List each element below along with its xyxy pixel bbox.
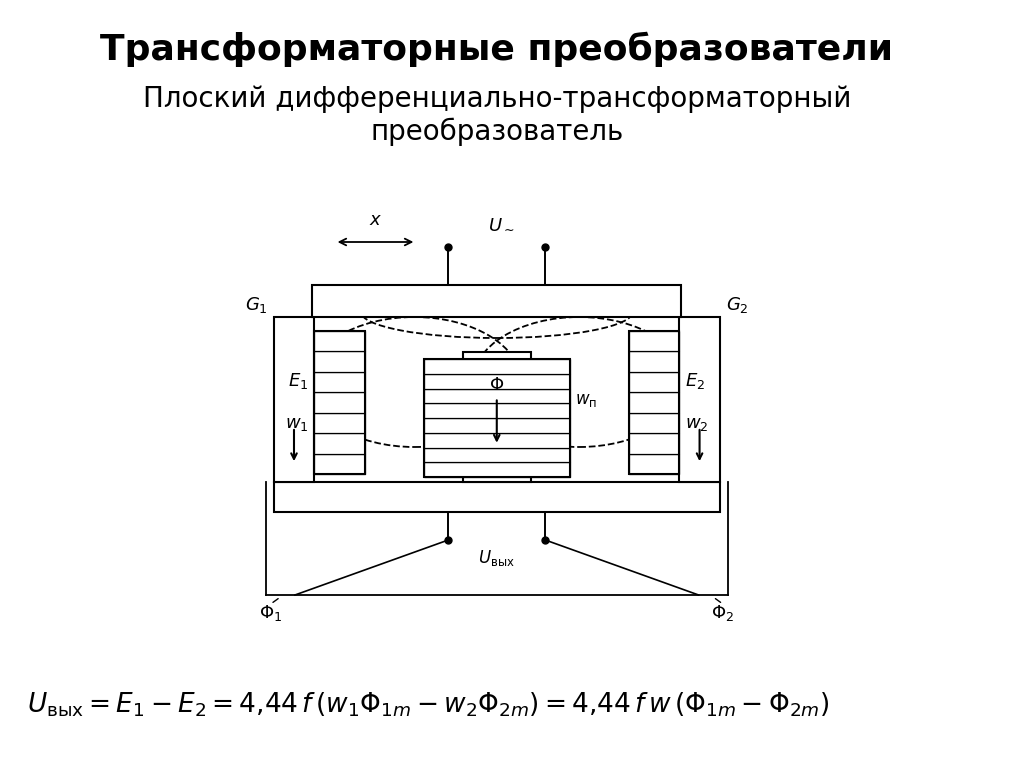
- Bar: [314, 331, 365, 474]
- Bar: [629, 331, 679, 351]
- Text: Трансформаторные преобразователи: Трансформаторные преобразователи: [100, 31, 893, 67]
- Text: $G_2$: $G_2$: [726, 295, 749, 315]
- Text: $\Phi_1$: $\Phi_1$: [259, 603, 283, 623]
- Bar: [629, 372, 679, 392]
- Bar: [424, 418, 569, 433]
- Bar: [424, 463, 569, 477]
- Bar: [679, 317, 720, 482]
- Bar: [463, 352, 530, 482]
- Bar: [314, 331, 365, 351]
- Bar: [629, 351, 679, 372]
- Bar: [629, 392, 679, 413]
- Text: $w_{\mathrm{п}}$: $w_{\mathrm{п}}$: [575, 391, 597, 410]
- Text: $x$: $x$: [369, 211, 382, 229]
- Bar: [273, 317, 314, 482]
- Text: $E_1$: $E_1$: [289, 371, 308, 391]
- Text: $U_{\mathrm{вых}} = E_1 - E_2 = 4{,}44\, f\, (w_1\Phi_{1m} - w_2\Phi_{2m}) = 4{,: $U_{\mathrm{вых}} = E_1 - E_2 = 4{,}44\,…: [28, 691, 829, 719]
- Text: $w_1$: $w_1$: [285, 415, 308, 433]
- Bar: [314, 392, 365, 413]
- Text: $E_2$: $E_2$: [685, 371, 706, 391]
- Bar: [314, 413, 365, 433]
- Bar: [314, 351, 365, 372]
- Bar: [629, 453, 679, 474]
- Bar: [424, 403, 569, 418]
- Bar: [424, 447, 569, 463]
- Bar: [629, 413, 679, 433]
- Text: $U_{\mathrm{вых}}$: $U_{\mathrm{вых}}$: [478, 548, 515, 568]
- Bar: [273, 482, 720, 512]
- Bar: [314, 433, 365, 453]
- Bar: [312, 285, 681, 317]
- Text: Плоский дифференциально-трансформаторный: Плоский дифференциально-трансформаторный: [142, 85, 851, 113]
- Text: $\Phi$: $\Phi$: [489, 376, 505, 394]
- Bar: [314, 372, 365, 392]
- Text: $w_2$: $w_2$: [685, 415, 709, 433]
- Bar: [424, 359, 569, 374]
- Text: $G_1$: $G_1$: [245, 295, 268, 315]
- Text: $U_{\sim}$: $U_{\sim}$: [488, 215, 515, 233]
- Text: преобразователь: преобразователь: [370, 118, 624, 146]
- Bar: [314, 453, 365, 474]
- Bar: [629, 331, 679, 474]
- Bar: [629, 433, 679, 453]
- Text: $\Phi_2$: $\Phi_2$: [712, 603, 734, 623]
- Bar: [424, 374, 569, 389]
- Bar: [424, 389, 569, 403]
- Bar: [424, 433, 569, 447]
- Bar: [424, 359, 569, 477]
